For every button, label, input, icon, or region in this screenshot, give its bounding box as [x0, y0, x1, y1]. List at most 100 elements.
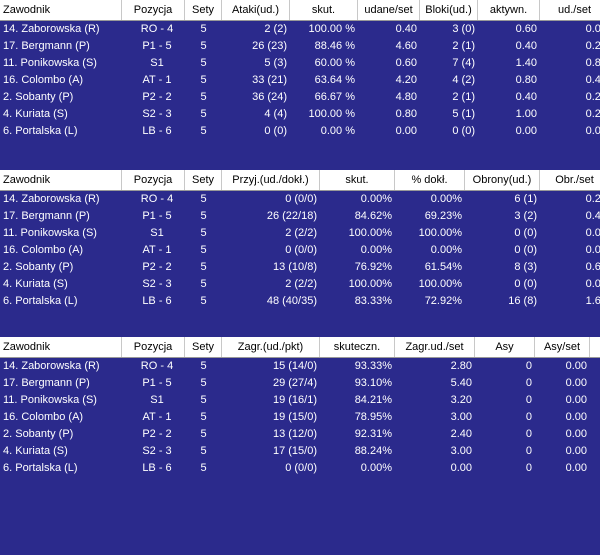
- cell: S2 - 3: [142, 108, 172, 120]
- cell: 5: [200, 244, 207, 256]
- column-header: Obr./set: [540, 170, 600, 190]
- cell: 0.00: [450, 462, 472, 474]
- cell: 26 (22/18): [266, 210, 317, 222]
- column-header: Zawodnik: [0, 337, 122, 357]
- cell: 4. Kuriata (S): [3, 278, 68, 290]
- cell: RO - 4: [140, 360, 174, 372]
- cell: 11. Ponikowska (S): [3, 57, 97, 69]
- player-row: 4. Kuriata (S) S2 - 3 5 2 (2/2) 100.00% 100.0…: [0, 276, 600, 293]
- cell: 17. Bergmann (P): [3, 210, 90, 222]
- cell: 2 (2): [264, 23, 287, 35]
- player-row: 16. Colombo (A) AT - 1 5 0 (0/0) 0.00% 0.00% 0…: [0, 242, 600, 259]
- cell: 0.60: [585, 261, 600, 273]
- cell: 0.40: [395, 23, 417, 35]
- cell: 5: [200, 411, 207, 423]
- stats-table: Zawodnik Pozycja Sety Zagr.(ud./pkt) skutecz…: [0, 337, 600, 477]
- cell: 0.00: [565, 462, 587, 474]
- cell: S2 - 3: [142, 278, 172, 290]
- cell: 33 (21): [252, 74, 287, 86]
- cell: 0: [525, 377, 532, 389]
- cell: 100.00 %: [308, 108, 355, 120]
- cell: 93.33%: [354, 360, 392, 372]
- cell: 66.67 %: [314, 91, 355, 103]
- cell: S2 - 3: [142, 445, 172, 457]
- cell: 69.23%: [424, 210, 462, 222]
- cell: 1.00: [515, 108, 537, 120]
- cell: 5: [200, 377, 207, 389]
- cell: 5: [200, 278, 207, 290]
- player-row: 11. Ponikowska (S) S1 5 19 (16/1) 84.21% 3.20…: [0, 392, 600, 409]
- cell: 4 (4): [264, 108, 287, 120]
- column-header: Przyj.(ud./dokł.): [222, 170, 320, 190]
- player-row: 17. Bergmann (P) P1 - 5 5 29 (27/4) 93.10% 5.…: [0, 375, 600, 392]
- cell: 5: [200, 462, 207, 474]
- stats-table: Zawodnik Pozycja Sety Ataki(ud.) skut. udane/…: [0, 0, 600, 140]
- cell: 2. Sobanty (P): [3, 428, 74, 440]
- column-header: udane/set: [358, 0, 420, 20]
- cell: 16. Colombo (A): [3, 74, 84, 86]
- cell: 0.20: [585, 108, 600, 120]
- cell: 11. Ponikowska (S): [3, 227, 97, 239]
- cell: 48 (40/35): [266, 295, 317, 307]
- cell: 0.00%: [430, 244, 462, 256]
- player-row: 2. Sobanty (P) P2 - 2 5 13 (10/8) 76.92% 61.5…: [0, 259, 600, 276]
- cell: 5: [200, 193, 207, 205]
- header-row: Zawodnik Pozycja Sety Przyj.(ud./dokł.) skut…: [0, 170, 600, 191]
- column-header: % dokł.: [395, 170, 465, 190]
- cell: AT - 1: [142, 74, 172, 86]
- column-header: Zagr.(ud./pkt): [222, 337, 320, 357]
- cell: 84.21%: [354, 394, 392, 406]
- cell: 5: [200, 394, 207, 406]
- player-row: 14. Zaborowska (R) RO - 4 5 2 (2) 100.00 % 0.…: [0, 21, 600, 38]
- cell: 6. Portalska (L): [3, 125, 78, 137]
- cell: P1 - 5: [142, 40, 172, 52]
- cell: 0: [525, 394, 532, 406]
- cell: 0.00%: [360, 244, 392, 256]
- cell: P1 - 5: [142, 210, 172, 222]
- cell: 0.00%: [430, 193, 462, 205]
- cell: 0 (0): [452, 125, 475, 137]
- cell: 13 (12/0): [272, 428, 317, 440]
- cell: 0.80: [515, 74, 537, 86]
- column-header: Pozycja: [122, 170, 185, 190]
- cell: 0.20: [585, 193, 600, 205]
- cell: 0.00: [565, 428, 587, 440]
- cell: P2 - 2: [142, 428, 172, 440]
- cell: 2 (1): [452, 40, 475, 52]
- cell: 8 (3): [514, 261, 537, 273]
- cell: 0.00: [585, 23, 600, 35]
- cell: 0.00: [585, 278, 600, 290]
- cell: 19 (15/0): [272, 411, 317, 423]
- cell: 16 (8): [508, 295, 537, 307]
- cell: 76.92%: [354, 261, 392, 273]
- cell: 100.00%: [348, 278, 392, 290]
- cell: 0.40: [585, 74, 600, 86]
- column-header: Ataki(ud.): [222, 0, 290, 20]
- cell: 5: [200, 108, 207, 120]
- column-header: skut.: [290, 0, 358, 20]
- cell: 0.20: [585, 40, 600, 52]
- cell: 0.00: [585, 125, 600, 137]
- cell: 0.00: [565, 360, 587, 372]
- cell: AT - 1: [142, 244, 172, 256]
- cell: AT - 1: [142, 411, 172, 423]
- cell: 0.80: [395, 108, 417, 120]
- cell: 0.00: [585, 244, 600, 256]
- cell: 5: [200, 23, 207, 35]
- column-header: Sety: [185, 0, 222, 20]
- cell: 63.64 %: [314, 74, 355, 86]
- cell: 2.80: [450, 360, 472, 372]
- cell: 14. Zaborowska (R): [3, 193, 100, 205]
- cell: 17. Bergmann (P): [3, 377, 90, 389]
- cell: 7 (4): [452, 57, 475, 69]
- cell: 0.00: [565, 394, 587, 406]
- cell: 6 (1): [514, 193, 537, 205]
- cell: 0.00: [585, 227, 600, 239]
- cell: 16. Colombo (A): [3, 244, 84, 256]
- cell: RO - 4: [140, 23, 174, 35]
- player-row: 6. Portalska (L) LB - 6 5 0 (0) 0.00 % 0.00 0 …: [0, 123, 600, 140]
- cell: 5: [200, 57, 207, 69]
- cell: 2. Sobanty (P): [3, 261, 74, 273]
- cell: 6. Portalska (L): [3, 295, 78, 307]
- cell: 0 (0): [264, 125, 287, 137]
